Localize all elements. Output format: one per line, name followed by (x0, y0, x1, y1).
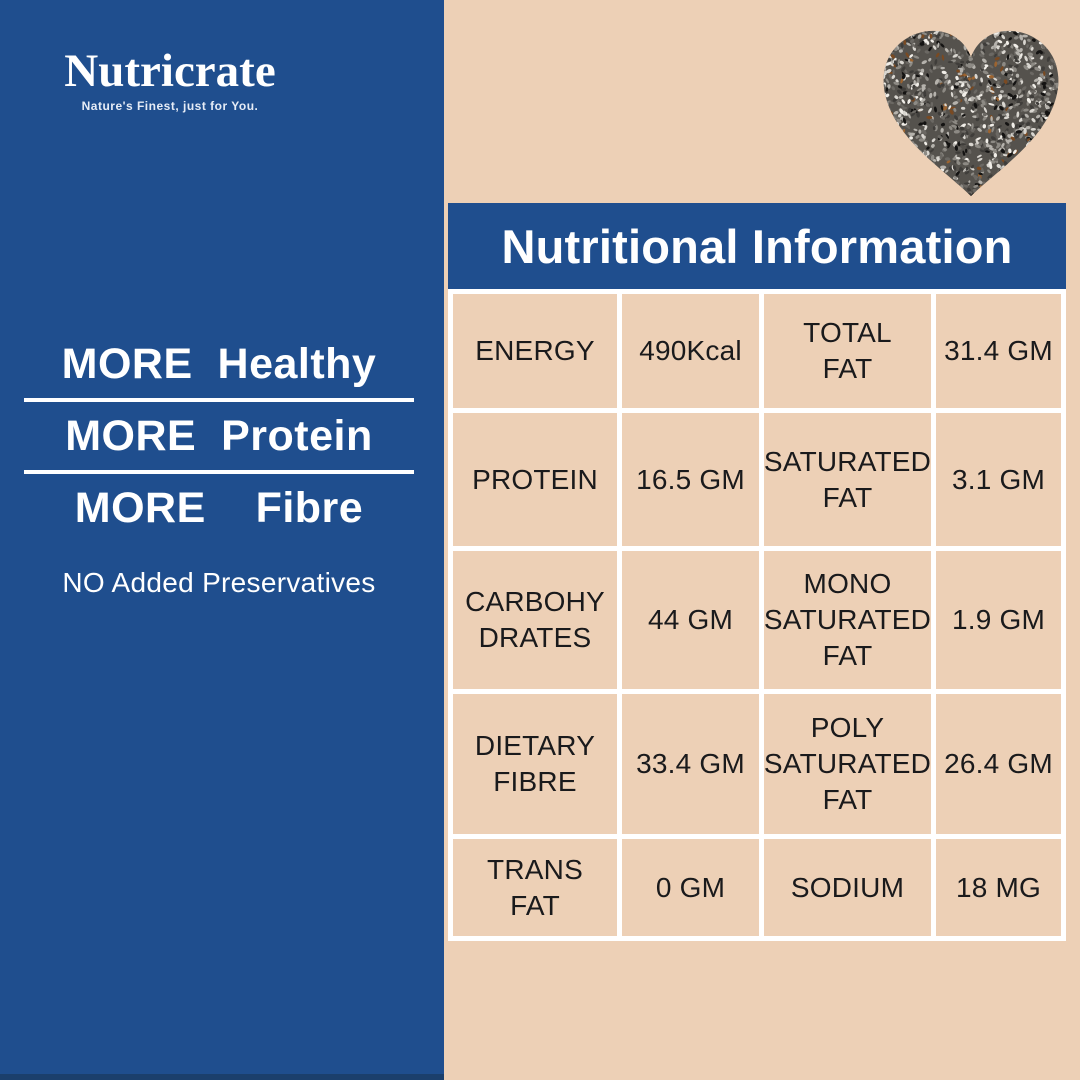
headline-divider (24, 398, 414, 402)
table-row: PROTEIN 16.5 GM SATURATED FAT 3.1 GM (453, 413, 1061, 546)
table-cell: 31.4 GM (936, 294, 1061, 408)
table-cell: TOTAL FAT (764, 294, 931, 408)
table-cell: 18 MG (936, 839, 1061, 936)
table-cell: CARBOHY DRATES (453, 551, 617, 689)
table-cell: 33.4 GM (622, 694, 759, 834)
nutrition-header-title: Nutritional Information (501, 219, 1013, 273)
table-row: DIETARY FIBRE 33.4 GM POLY SATURATED FAT… (453, 694, 1061, 834)
table-cell: 26.4 GM (936, 694, 1061, 834)
nutrition-header-bar: Nutritional Information (448, 203, 1066, 289)
table-cell: 1.9 GM (936, 551, 1061, 689)
table-cell: SATURATED FAT (764, 413, 931, 546)
table-cell: 44 GM (622, 551, 759, 689)
table-cell: DIETARY FIBRE (453, 694, 617, 834)
left-blue-panel (0, 0, 444, 1080)
table-cell: ENERGY (453, 294, 617, 408)
headline-more-fibre: MORE Fibre (74, 484, 364, 532)
headline-more-protein: MORE Protein (65, 412, 373, 460)
table-cell: POLY SATURATED FAT (764, 694, 931, 834)
headline-divider (24, 470, 414, 474)
brand-name: Nutricrate (64, 45, 276, 97)
no-preservatives-note: NO Added Preservatives (62, 567, 376, 598)
brand-logo: Nutricrate Nature's Finest, just for You… (40, 46, 300, 113)
table-row: CARBOHY DRATES 44 GM MONO SATURATED FAT … (453, 551, 1061, 689)
headline-more-healthy: MORE Healthy (61, 340, 377, 388)
table-cell: 3.1 GM (936, 413, 1061, 546)
table-cell: SODIUM (764, 839, 931, 936)
table-cell: 0 GM (622, 839, 759, 936)
bottom-accent-strip (0, 1074, 444, 1080)
table-cell: TRANS FAT (453, 839, 617, 936)
brand-tagline: Nature's Finest, just for You. (81, 99, 259, 113)
table-row: ENERGY 490Kcal TOTAL FAT 31.4 GM (453, 294, 1061, 408)
chia-seed-heart-image (883, 30, 1059, 197)
table-cell: PROTEIN (453, 413, 617, 546)
table-row: TRANS FAT 0 GM SODIUM 18 MG (453, 839, 1061, 936)
table-cell: 490Kcal (622, 294, 759, 408)
table-cell: MONO SATURATED FAT (764, 551, 931, 689)
nutrition-table: ENERGY 490Kcal TOTAL FAT 31.4 GM PROTEIN… (448, 289, 1066, 941)
headline-block: MORE Healthy MORE Protein MORE Fibre NO … (24, 330, 414, 598)
table-cell: 16.5 GM (622, 413, 759, 546)
